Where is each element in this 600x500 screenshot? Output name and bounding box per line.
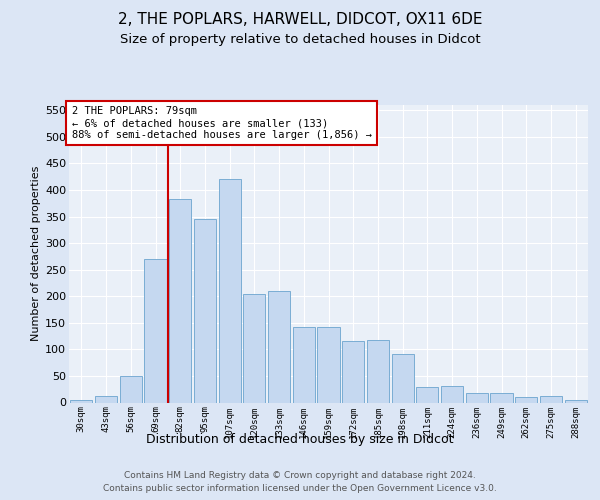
Text: 2, THE POPLARS, HARWELL, DIDCOT, OX11 6DE: 2, THE POPLARS, HARWELL, DIDCOT, OX11 6D… [118, 12, 482, 28]
Bar [194, 219, 216, 402]
Bar [268, 291, 290, 403]
Bar [317, 326, 340, 402]
Bar [70, 400, 92, 402]
Bar [169, 199, 191, 402]
Text: 2 THE POPLARS: 79sqm
← 6% of detached houses are smaller (133)
88% of semi-detac: 2 THE POPLARS: 79sqm ← 6% of detached ho… [71, 106, 371, 140]
Bar [392, 354, 414, 403]
Bar [466, 393, 488, 402]
Bar [293, 327, 315, 402]
Bar [243, 294, 265, 403]
Bar [145, 259, 167, 402]
Y-axis label: Number of detached properties: Number of detached properties [31, 166, 41, 342]
Text: Contains public sector information licensed under the Open Government Licence v3: Contains public sector information licen… [103, 484, 497, 493]
Bar [367, 340, 389, 402]
Bar [515, 397, 538, 402]
Bar [490, 393, 512, 402]
Text: Contains HM Land Registry data © Crown copyright and database right 2024.: Contains HM Land Registry data © Crown c… [124, 471, 476, 480]
Text: Distribution of detached houses by size in Didcot: Distribution of detached houses by size … [146, 432, 454, 446]
Bar [342, 342, 364, 402]
Bar [416, 386, 439, 402]
Bar [119, 376, 142, 402]
Text: Size of property relative to detached houses in Didcot: Size of property relative to detached ho… [119, 32, 481, 46]
Bar [95, 396, 117, 402]
Bar [540, 396, 562, 402]
Bar [441, 386, 463, 402]
Bar [565, 400, 587, 402]
Bar [218, 180, 241, 402]
